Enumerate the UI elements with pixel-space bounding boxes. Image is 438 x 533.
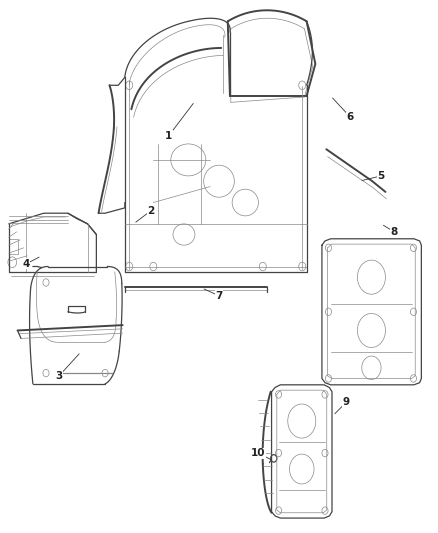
Text: 5: 5 [378,171,385,181]
Text: 9: 9 [343,398,350,407]
Text: 8: 8 [391,227,398,237]
Text: 6: 6 [347,112,354,122]
Text: 10: 10 [251,448,266,458]
Text: 7: 7 [215,291,223,301]
Text: 4: 4 [23,259,30,269]
Text: 3: 3 [56,371,63,381]
Text: 2: 2 [148,206,155,215]
Text: 1: 1 [165,131,172,141]
Bar [9,239,18,254]
